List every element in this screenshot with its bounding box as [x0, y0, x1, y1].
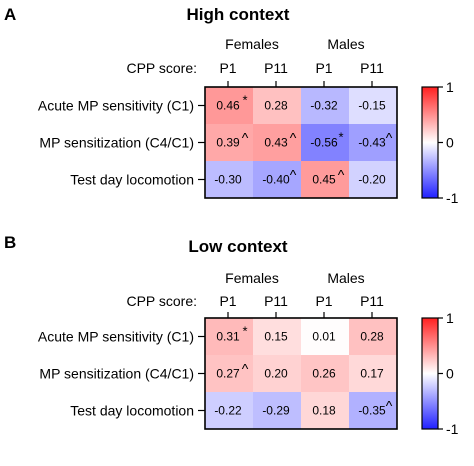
cell-value: -0.30 — [214, 173, 242, 187]
colorbar-tick-label: -1 — [446, 421, 459, 437]
cell-value: 0.39 — [216, 136, 240, 150]
column-label: P11 — [264, 293, 288, 309]
cpp-score-label: CPP score: — [126, 293, 197, 309]
chart-title: Low context — [188, 237, 288, 256]
cell-value: 0.27 — [216, 367, 240, 381]
cell-value: 0.28 — [360, 330, 384, 344]
cell-value: -0.15 — [358, 99, 386, 113]
heatmap-cell — [301, 318, 349, 355]
heatmap-cell — [301, 392, 349, 429]
significance-caret: ^ — [290, 130, 297, 146]
cell-value: -0.22 — [214, 404, 242, 418]
heatmap-cell — [205, 161, 253, 198]
colorbar-tick-label: 1 — [446, 310, 454, 326]
cell-value: 0.45 — [312, 173, 336, 187]
significance-asterisk: * — [242, 93, 247, 108]
group-label-males: Males — [327, 270, 364, 286]
significance-caret: ^ — [290, 167, 297, 183]
heatmap-cell — [253, 355, 301, 392]
cell-value: 0.31 — [216, 330, 240, 344]
significance-asterisk: * — [338, 130, 343, 145]
heatmap-cell — [301, 124, 349, 161]
column-label: P11 — [264, 60, 288, 76]
panel-label: A — [4, 5, 16, 24]
column-label: P1 — [315, 60, 332, 76]
column-label: P1 — [315, 293, 332, 309]
group-label-females: Females — [225, 36, 279, 52]
cell-value: -0.20 — [358, 173, 386, 187]
column-label: P1 — [219, 293, 236, 309]
column-label: P11 — [360, 293, 384, 309]
colorbar-tick-label: 0 — [446, 366, 454, 382]
heatmap-cell — [349, 355, 397, 392]
heatmap-cell — [205, 124, 253, 161]
cell-value: 0.43 — [264, 136, 288, 150]
column-label: P11 — [360, 60, 384, 76]
heatmap-cell — [253, 124, 301, 161]
heatmap-cell — [205, 355, 253, 392]
heatmap-cell — [253, 318, 301, 355]
heatmap-cell — [349, 161, 397, 198]
colorbar — [421, 86, 439, 199]
significance-caret: ^ — [338, 167, 345, 183]
cpp-score-label: CPP score: — [126, 60, 197, 76]
cell-value: -0.40 — [262, 173, 290, 187]
heatmap-cell — [349, 124, 397, 161]
heatmap-frame — [204, 86, 398, 199]
cell-value: 0.46 — [216, 99, 240, 113]
row-label: MP sensitization (C4/C1) — [39, 366, 194, 382]
cell-value: 0.18 — [312, 404, 336, 418]
cell-value: -0.56 — [310, 136, 338, 150]
cell-value: 0.28 — [264, 99, 288, 113]
row-label: Test day locomotion — [70, 172, 194, 188]
significance-caret: ^ — [386, 398, 393, 414]
heatmap-cell — [205, 318, 253, 355]
cell-value: -0.43 — [358, 136, 386, 150]
cell-value: 0.20 — [264, 367, 288, 381]
panel-label: B — [4, 233, 16, 252]
heatmap-frame — [204, 317, 398, 430]
heatmap-cell — [301, 87, 349, 124]
colorbar-tick-label: -1 — [446, 190, 459, 206]
significance-caret: ^ — [242, 361, 249, 377]
group-label-males: Males — [327, 36, 364, 52]
cell-value: -0.35 — [358, 404, 386, 418]
cell-value: 0.01 — [312, 330, 336, 344]
heatmap-cell — [253, 392, 301, 429]
significance-asterisk: * — [242, 324, 247, 339]
heatmap-cell — [349, 87, 397, 124]
row-label: Acute MP sensitivity (C1) — [38, 329, 194, 345]
heatmap-cell — [253, 87, 301, 124]
colorbar — [421, 317, 439, 430]
heatmap-cell — [349, 392, 397, 429]
significance-caret: ^ — [242, 130, 249, 146]
heatmap-cell — [253, 161, 301, 198]
heatmap-cell — [301, 355, 349, 392]
cell-value: -0.29 — [262, 404, 290, 418]
significance-caret: ^ — [386, 130, 393, 146]
cell-value: 0.26 — [312, 367, 336, 381]
heatmap-cell — [301, 161, 349, 198]
column-label: P1 — [219, 60, 236, 76]
chart-title: High context — [187, 5, 290, 24]
cell-value: 0.15 — [264, 330, 288, 344]
row-label: Test day locomotion — [70, 403, 194, 419]
group-label-females: Females — [225, 270, 279, 286]
colorbar-tick-label: 1 — [446, 79, 454, 95]
heatmap-cell — [205, 392, 253, 429]
heatmap-cell — [205, 87, 253, 124]
row-label: Acute MP sensitivity (C1) — [38, 98, 194, 114]
heatmap-cell — [349, 318, 397, 355]
cell-value: -0.32 — [310, 99, 338, 113]
row-label: MP sensitization (C4/C1) — [39, 135, 194, 151]
colorbar-tick-label: 0 — [446, 135, 454, 151]
cell-value: 0.17 — [360, 367, 384, 381]
